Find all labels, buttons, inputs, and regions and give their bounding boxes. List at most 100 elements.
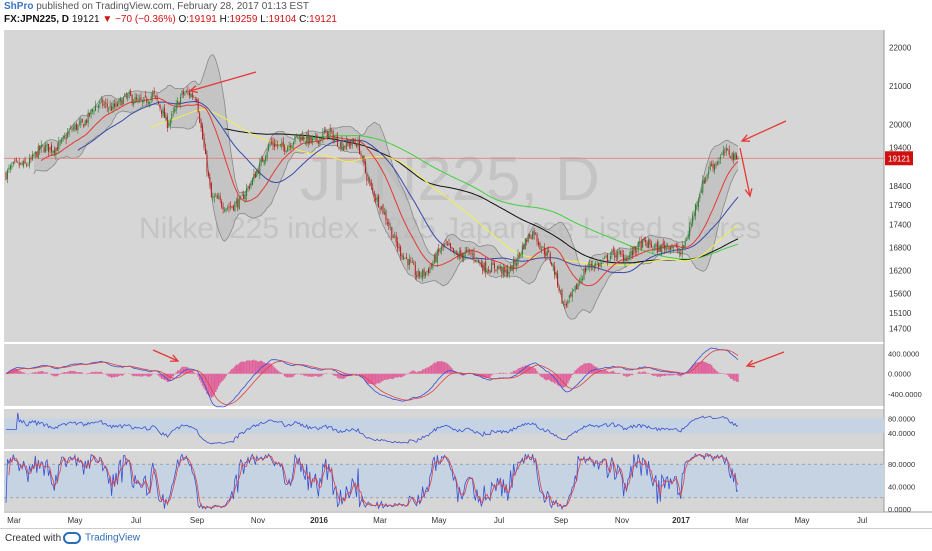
candle-body <box>287 146 289 152</box>
candle-body <box>229 206 231 207</box>
candle-body <box>295 135 297 137</box>
candle-body <box>94 105 96 111</box>
candle-body <box>501 267 503 274</box>
candle-body <box>204 148 207 155</box>
candle-body <box>492 262 494 265</box>
candle-body <box>42 145 44 147</box>
candle-body <box>59 141 61 143</box>
rsi-tick-label: 80.0000 <box>888 414 915 423</box>
candle-body <box>310 137 312 142</box>
candle-body <box>350 144 352 145</box>
candle-body <box>221 201 223 207</box>
candle-body <box>621 254 623 255</box>
candle-body <box>133 101 135 105</box>
candle-body <box>97 105 99 108</box>
candle-body <box>709 163 711 170</box>
created-with-text: Created with <box>5 533 62 544</box>
time-tick-label: Jul <box>857 516 867 525</box>
candle-body <box>667 245 669 246</box>
bollinger-upper-line <box>33 54 739 271</box>
candle-body <box>246 188 248 197</box>
candle-body <box>226 207 229 209</box>
close-value: 19121 <box>309 14 337 25</box>
candle-body <box>447 243 449 245</box>
time-tick-label: Nov <box>251 516 265 525</box>
candle-body <box>466 250 468 251</box>
candle-body <box>586 269 588 271</box>
candle-body <box>496 265 498 270</box>
candle-body <box>49 147 51 150</box>
price-tick-label: 21000 <box>889 82 912 91</box>
candle-body <box>276 144 278 146</box>
candle-body <box>185 91 187 92</box>
candle-body <box>734 152 736 160</box>
candle-body <box>61 138 63 143</box>
candle-body <box>587 266 589 268</box>
candle-body <box>439 251 441 253</box>
candle-body <box>664 245 666 249</box>
candle-body <box>335 137 337 139</box>
candle-body <box>39 145 41 151</box>
candle-body <box>417 270 419 277</box>
candle-body <box>122 97 124 104</box>
candle-body <box>118 99 120 105</box>
candle-body <box>489 270 491 273</box>
candle-body <box>80 120 82 125</box>
tradingview-link[interactable]: TradingView <box>63 532 140 544</box>
candle-body <box>715 164 717 166</box>
candle-body <box>699 194 701 199</box>
candle-body <box>461 252 463 259</box>
candle-body <box>681 245 683 254</box>
candle-body <box>708 171 710 175</box>
candle-body <box>361 156 363 158</box>
candle-body <box>617 251 619 259</box>
candle-body <box>166 116 168 129</box>
publish-info: ShPro published on TradingView.com, Febr… <box>4 1 309 12</box>
candle-body <box>338 147 340 149</box>
candle-body <box>102 100 104 107</box>
candle-body <box>81 118 83 123</box>
macd-series <box>5 347 739 408</box>
candle-body <box>577 283 579 290</box>
candle-body <box>602 260 604 262</box>
candle-body <box>614 252 616 258</box>
candle-body <box>363 155 365 164</box>
candle-body <box>419 271 421 277</box>
candle-body <box>675 244 677 247</box>
candle-body <box>187 90 189 93</box>
candle-body <box>507 268 509 276</box>
candle-body <box>294 134 296 143</box>
candle-body <box>285 150 287 153</box>
low-label: L: <box>260 14 269 25</box>
candle-body <box>382 204 384 214</box>
candle-body <box>568 295 570 299</box>
candle-body <box>190 93 192 98</box>
candle-body <box>381 206 383 209</box>
author-name[interactable]: ShPro <box>4 1 34 12</box>
candle-body <box>92 109 94 112</box>
candle-body <box>300 136 302 141</box>
low-value: 19104 <box>268 14 297 25</box>
candle-body <box>216 195 218 199</box>
candle-body <box>320 137 322 140</box>
stochastic-series <box>4 453 884 511</box>
candle-body <box>474 260 476 262</box>
candle-body <box>344 145 346 148</box>
candle-body <box>360 154 362 156</box>
candle-body <box>470 252 472 254</box>
candle-body <box>45 145 47 152</box>
candle-body <box>67 132 69 138</box>
candle-body <box>266 152 268 158</box>
candle-body <box>724 151 726 153</box>
candle-body <box>260 158 262 162</box>
candle-body <box>460 250 462 256</box>
price-pane[interactable] <box>4 30 884 342</box>
candle-body <box>570 293 572 297</box>
candle-body <box>508 272 510 275</box>
candle-body <box>188 91 190 96</box>
candle-body <box>58 141 60 150</box>
candle-body <box>40 144 42 149</box>
candle-body <box>111 106 113 111</box>
candle-body <box>180 96 182 105</box>
